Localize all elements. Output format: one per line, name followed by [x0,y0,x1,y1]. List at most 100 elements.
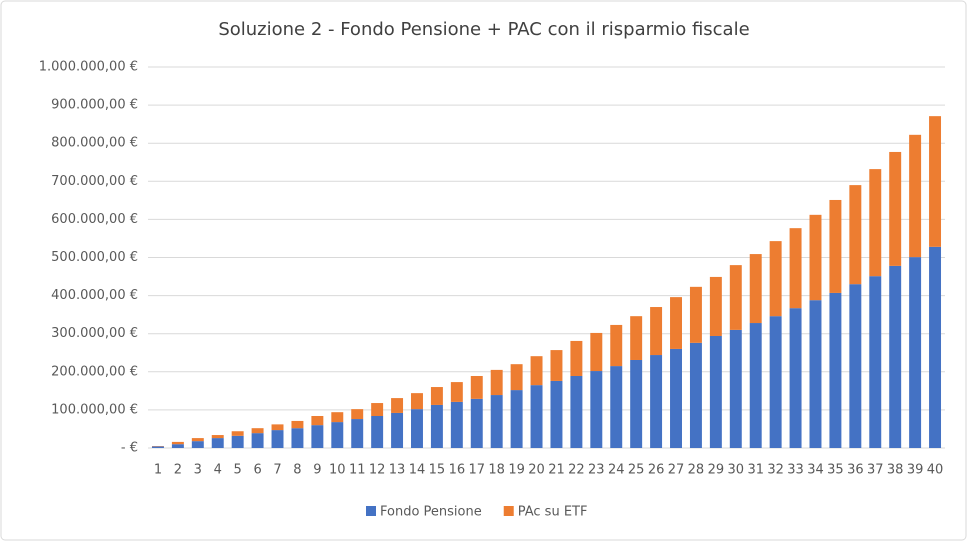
bar-segment [511,364,523,390]
bar-segment [511,390,523,448]
bar-segment [451,382,463,402]
bar-segment [451,402,463,448]
bar-segment [172,444,184,448]
y-tick-label: - € [121,441,138,456]
x-tick-label: 18 [488,463,505,478]
bar-segment [810,215,822,300]
bar-segment [670,297,682,349]
bar-segment [790,308,802,448]
bar-segment [750,323,762,448]
bar-segment [889,266,901,448]
bar-segment [770,316,782,448]
bar-segment [869,169,881,276]
x-tick-label: 23 [588,463,605,478]
bar-segment [929,116,941,247]
bar-segment [471,376,483,399]
bar-segment [411,409,423,448]
x-tick-label: 38 [887,463,904,478]
bar-segment [311,425,323,448]
y-tick-label: 400.000,00 € [51,288,138,303]
legend-swatch [504,506,514,516]
y-tick-label: 100.000,00 € [51,402,138,417]
x-tick-label: 40 [927,463,944,478]
bar-segment [371,416,383,448]
y-tick-label: 500.000,00 € [51,250,138,265]
bar-segment [590,333,602,371]
bar-segment [550,350,562,381]
bar-segment [610,325,622,366]
bar-segment [590,371,602,448]
bar-segment [690,343,702,448]
bar-segment [531,356,543,385]
bar-segment [471,399,483,448]
x-tick-label: 3 [194,463,202,478]
x-tick-label: 12 [369,463,386,478]
y-tick-label: 800.000,00 € [51,136,138,151]
bar-segment [610,366,622,448]
bar-segment [311,416,323,425]
bar-segment [411,393,423,409]
x-tick-label: 34 [807,463,824,478]
bar-segment [192,441,204,448]
x-tick-label: 9 [313,463,321,478]
bar-segment [750,254,762,323]
bar-segment [710,277,722,336]
bar-segment [650,307,662,355]
x-tick-label: 29 [708,463,725,478]
bar-segment [570,376,582,448]
bar-segment [849,284,861,448]
bar-segment [630,360,642,448]
bar-segment [909,135,921,257]
x-tick-label: 14 [409,463,426,478]
bar-segment [550,381,562,448]
bar-segment [491,370,503,395]
legend-label: Fondo Pensione [380,505,482,520]
bar-segment [291,421,303,428]
bar-segment [491,395,503,448]
x-tick-label: 31 [747,463,764,478]
x-tick-label: 5 [234,463,242,478]
x-tick-label: 36 [847,463,864,478]
x-tick-label: 30 [728,463,745,478]
x-tick-label: 25 [628,463,645,478]
x-tick-label: 26 [648,463,665,478]
bar-segment [252,433,264,448]
bar-segment [431,387,443,405]
bar-segment [172,442,184,444]
bar-segment [570,341,582,376]
bar-segment [232,431,244,436]
bar-segment [212,438,224,448]
x-tick-label: 35 [827,463,844,478]
x-tick-label: 1 [154,463,162,478]
bar-segment [929,247,941,448]
bar-segment [730,330,742,448]
bar-segment [371,403,383,416]
bar-segment [272,430,284,448]
bar-segment [212,435,224,438]
bar-segment [889,152,901,266]
x-tick-label: 7 [273,463,281,478]
x-tick-label: 2 [174,463,182,478]
bar-segment [710,336,722,448]
bar-segment [670,349,682,448]
bar-segment [849,185,861,284]
bar-segment [431,405,443,448]
bar-segment [690,287,702,343]
bar-segment [810,300,822,448]
x-tick-label: 8 [293,463,301,478]
x-tick-label: 15 [429,463,446,478]
x-tick-label: 27 [668,463,685,478]
bar-segment [192,438,204,441]
x-tick-label: 20 [528,463,545,478]
y-tick-label: 600.000,00 € [51,212,138,227]
bar-segment [909,257,921,448]
bar-segment [391,413,403,448]
bar-segment [232,436,244,448]
x-tick-label: 32 [767,463,784,478]
chart-title: Soluzione 2 - Fondo Pensione + PAC con i… [218,19,749,40]
y-tick-label: 700.000,00 € [51,174,138,189]
y-tick-label: 900.000,00 € [51,98,138,113]
bar-segment [272,424,284,430]
bar-segment [730,265,742,330]
